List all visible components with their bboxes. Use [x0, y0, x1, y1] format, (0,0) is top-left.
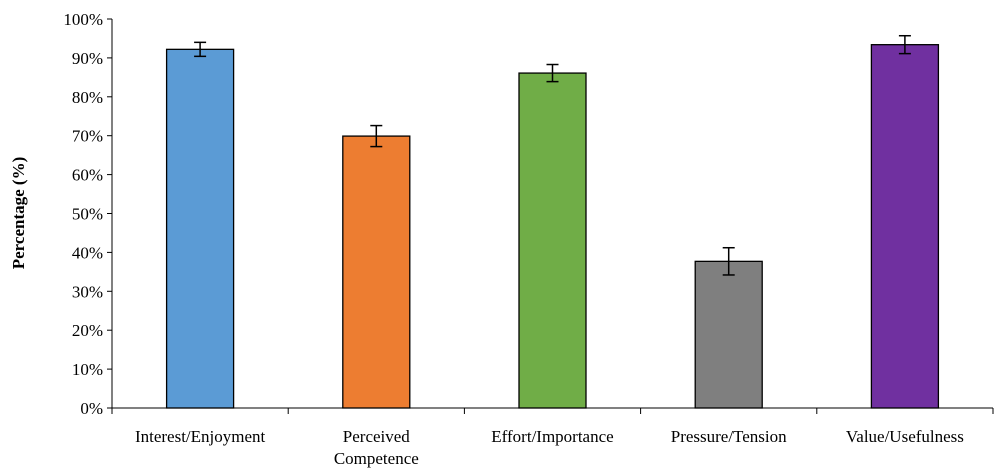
x-category-label: Pressure/Tension — [671, 427, 787, 446]
bar — [518, 72, 587, 409]
y-axis-ticks: 0% 10% 20% 30% 40% 50% 60% 70% 80% 90% 100% — [63, 10, 112, 418]
error-bar — [370, 124, 383, 148]
y-axis-title: Percentage (%) — [9, 157, 28, 270]
y-tick-label: 50% — [72, 205, 103, 224]
axes — [111, 19, 994, 414]
x-category-label: Perceived Competence — [334, 427, 419, 468]
error-bar — [546, 63, 559, 83]
x-category-label: Interest/Enjoyment — [135, 427, 266, 446]
x-axis-labels: Interest/Enjoyment Perceived Competence Eff… — [135, 427, 964, 468]
y-tick-label: 40% — [72, 243, 103, 262]
bar — [342, 135, 411, 409]
error-bar — [194, 41, 207, 58]
error-bar — [898, 34, 911, 55]
y-tick-label: 70% — [72, 127, 103, 146]
x-category-label: Effort/Importance — [491, 427, 613, 446]
y-tick-label: 0% — [80, 399, 103, 418]
x-category-label: Value/Usefulness — [846, 427, 964, 446]
y-tick-label: 100% — [63, 10, 103, 29]
y-tick-label: 80% — [72, 88, 103, 107]
y-tick-label: 30% — [72, 282, 103, 301]
bar — [165, 48, 235, 409]
error-bar — [722, 246, 735, 276]
y-tick-label: 20% — [72, 321, 103, 340]
y-tick-label: 10% — [72, 360, 103, 379]
bar — [694, 260, 763, 409]
y-tick-label: 90% — [72, 49, 103, 68]
y-tick-label: 60% — [72, 166, 103, 185]
bar — [870, 44, 940, 409]
error-bars — [194, 34, 911, 276]
bars — [165, 44, 940, 409]
